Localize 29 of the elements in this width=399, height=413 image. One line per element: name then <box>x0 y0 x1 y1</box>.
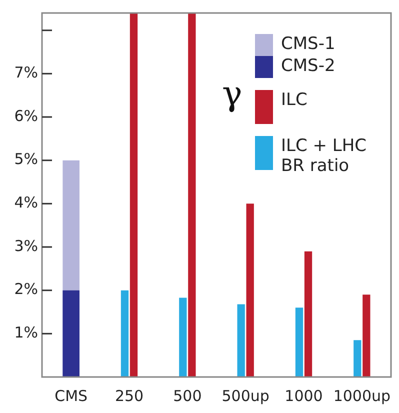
y-tick-label: 7% <box>14 64 38 82</box>
bar <box>362 294 370 377</box>
bar <box>295 308 304 377</box>
legend-label: CMS-1 <box>281 34 336 54</box>
x-tick-label: 500up <box>222 386 270 405</box>
bar <box>237 304 245 377</box>
x-tick-label: 1000 <box>284 386 323 405</box>
bar <box>188 13 196 377</box>
bar <box>120 290 129 377</box>
y-tick-label: 1% <box>14 324 38 342</box>
x-tick-label: 500 <box>173 386 202 405</box>
x-tick-label: CMS <box>54 386 88 405</box>
bar <box>304 251 312 377</box>
bar <box>179 298 187 377</box>
y-tick-label: 3% <box>14 236 38 255</box>
bar <box>246 204 254 377</box>
bar <box>130 13 138 377</box>
y-tick-label: 2% <box>14 280 38 298</box>
x-tick-label: 1000up <box>333 386 391 405</box>
y-tick-label: 4% <box>14 194 38 212</box>
legend-label: ILC <box>281 90 308 110</box>
bar <box>354 340 362 377</box>
y-tick-label: 6% <box>14 106 38 125</box>
annotation: γ <box>222 74 242 114</box>
legend-label: ILC + LHC BR ratio <box>281 136 368 176</box>
x-tick-label: 250 <box>114 386 144 405</box>
legend-label: CMS-2 <box>281 56 336 76</box>
y-tick-label: 5% <box>14 150 38 168</box>
bar <box>62 290 80 377</box>
